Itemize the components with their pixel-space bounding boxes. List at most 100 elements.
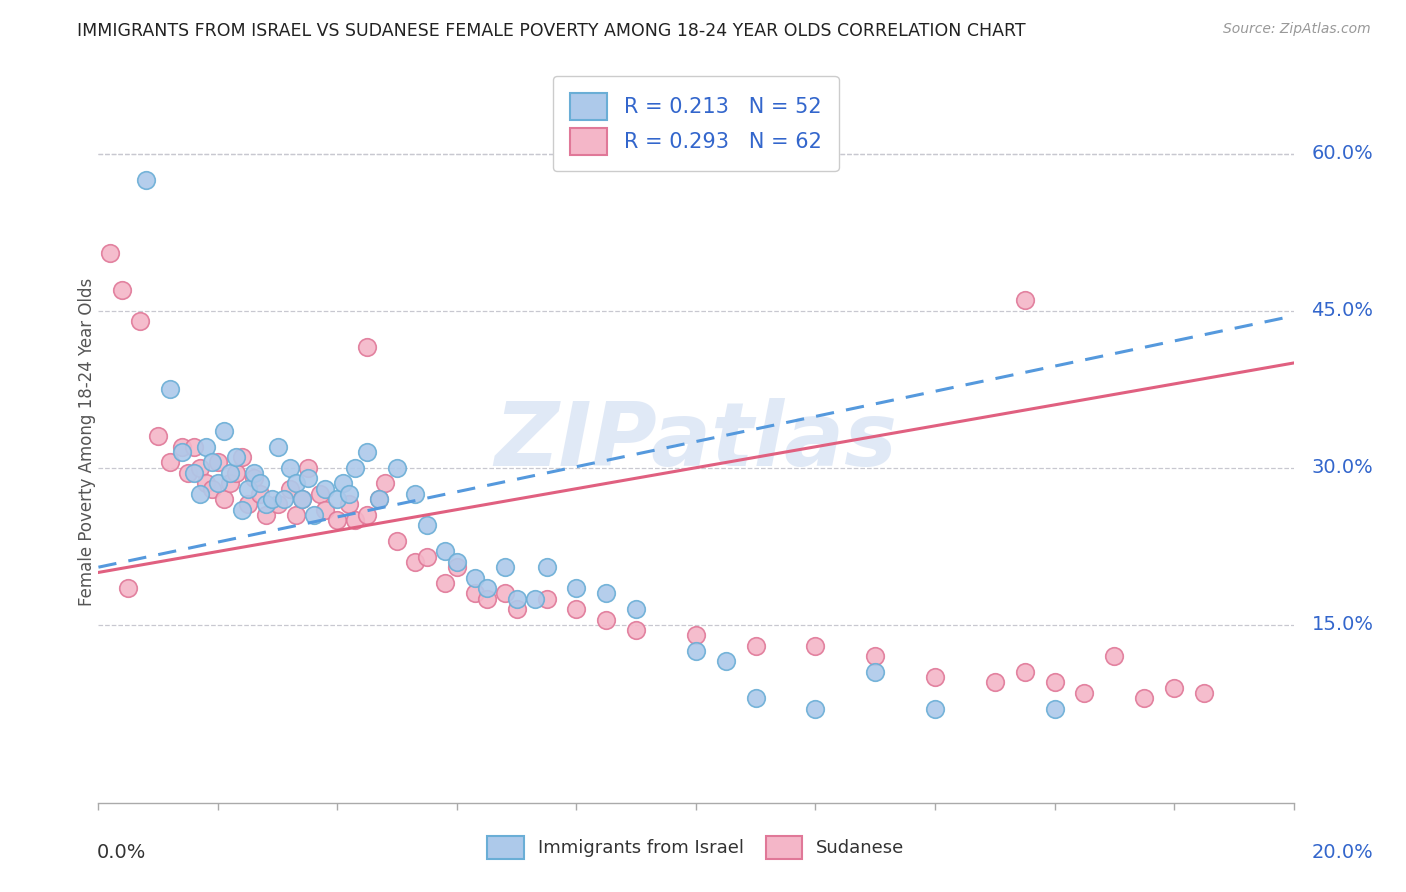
Point <box>626 623 648 637</box>
Point <box>356 508 378 522</box>
Point <box>219 466 242 480</box>
Text: Source: ZipAtlas.com: Source: ZipAtlas.com <box>1223 22 1371 37</box>
Point <box>308 487 330 501</box>
Point <box>159 382 181 396</box>
Point <box>339 497 361 511</box>
Point <box>236 497 259 511</box>
Point <box>464 571 486 585</box>
Point <box>745 639 768 653</box>
Point <box>135 173 157 187</box>
Point <box>804 639 827 653</box>
Point <box>183 440 205 454</box>
Point <box>148 429 170 443</box>
Point <box>225 466 247 480</box>
Point <box>212 492 235 507</box>
Point <box>368 492 391 507</box>
Point <box>595 613 617 627</box>
Point <box>506 602 529 616</box>
Point <box>565 581 588 595</box>
Point <box>714 655 737 669</box>
Text: IMMIGRANTS FROM ISRAEL VS SUDANESE FEMALE POVERTY AMONG 18-24 YEAR OLDS CORRELAT: IMMIGRANTS FROM ISRAEL VS SUDANESE FEMAL… <box>77 22 1026 40</box>
Point <box>243 466 266 480</box>
Point <box>225 450 247 465</box>
Point <box>315 502 337 516</box>
Point <box>1014 665 1036 679</box>
Point <box>344 460 367 475</box>
Point <box>267 440 290 454</box>
Point <box>416 549 439 564</box>
Point <box>243 471 266 485</box>
Point <box>595 586 617 600</box>
Text: 60.0%: 60.0% <box>1312 145 1374 163</box>
Point <box>446 560 468 574</box>
Point <box>278 482 301 496</box>
Point <box>924 670 946 684</box>
Point <box>188 487 211 501</box>
Text: ZIPatlas: ZIPatlas <box>495 398 897 485</box>
Point <box>685 644 707 658</box>
Text: 20.0%: 20.0% <box>1312 843 1374 862</box>
Point <box>344 513 367 527</box>
Point <box>212 424 235 438</box>
Text: 45.0%: 45.0% <box>1312 301 1374 320</box>
Point <box>129 314 152 328</box>
Point <box>475 591 498 606</box>
Point <box>745 691 768 706</box>
Point <box>339 487 361 501</box>
Point <box>374 476 396 491</box>
Point <box>326 492 349 507</box>
Point <box>284 476 307 491</box>
Point <box>865 665 887 679</box>
Point <box>326 513 349 527</box>
Point <box>284 508 307 522</box>
Point <box>291 492 314 507</box>
Legend: Immigrants from Israel, Sudanese: Immigrants from Israel, Sudanese <box>481 829 911 866</box>
Point <box>804 701 827 715</box>
Point <box>231 502 253 516</box>
Point <box>111 283 134 297</box>
Point <box>183 466 205 480</box>
Y-axis label: Female Poverty Among 18-24 Year Olds: Female Poverty Among 18-24 Year Olds <box>79 277 96 606</box>
Point <box>172 440 194 454</box>
Point <box>249 487 271 501</box>
Point <box>159 455 181 469</box>
Point <box>404 555 426 569</box>
Point <box>506 591 529 606</box>
Point <box>536 591 558 606</box>
Point <box>1192 686 1215 700</box>
Point <box>626 602 648 616</box>
Point <box>368 492 391 507</box>
Point <box>565 602 588 616</box>
Point <box>302 508 325 522</box>
Point <box>536 560 558 574</box>
Point <box>523 591 546 606</box>
Point <box>236 482 259 496</box>
Point <box>385 534 409 549</box>
Point <box>494 586 516 600</box>
Text: 15.0%: 15.0% <box>1312 615 1374 634</box>
Point <box>356 340 378 354</box>
Point <box>172 445 194 459</box>
Point <box>177 466 200 480</box>
Point <box>267 497 290 511</box>
Point <box>195 476 218 491</box>
Point <box>475 581 498 595</box>
Point <box>434 575 457 590</box>
Point <box>385 460 409 475</box>
Point <box>924 701 946 715</box>
Point <box>207 476 229 491</box>
Point <box>1104 649 1126 664</box>
Point <box>1073 686 1095 700</box>
Point <box>494 560 516 574</box>
Point <box>1133 691 1156 706</box>
Point <box>464 586 486 600</box>
Point <box>1043 701 1066 715</box>
Point <box>249 476 271 491</box>
Point <box>865 649 887 664</box>
Point <box>1043 675 1066 690</box>
Point <box>297 471 319 485</box>
Point <box>260 492 283 507</box>
Point <box>685 628 707 642</box>
Point <box>404 487 426 501</box>
Point <box>231 450 253 465</box>
